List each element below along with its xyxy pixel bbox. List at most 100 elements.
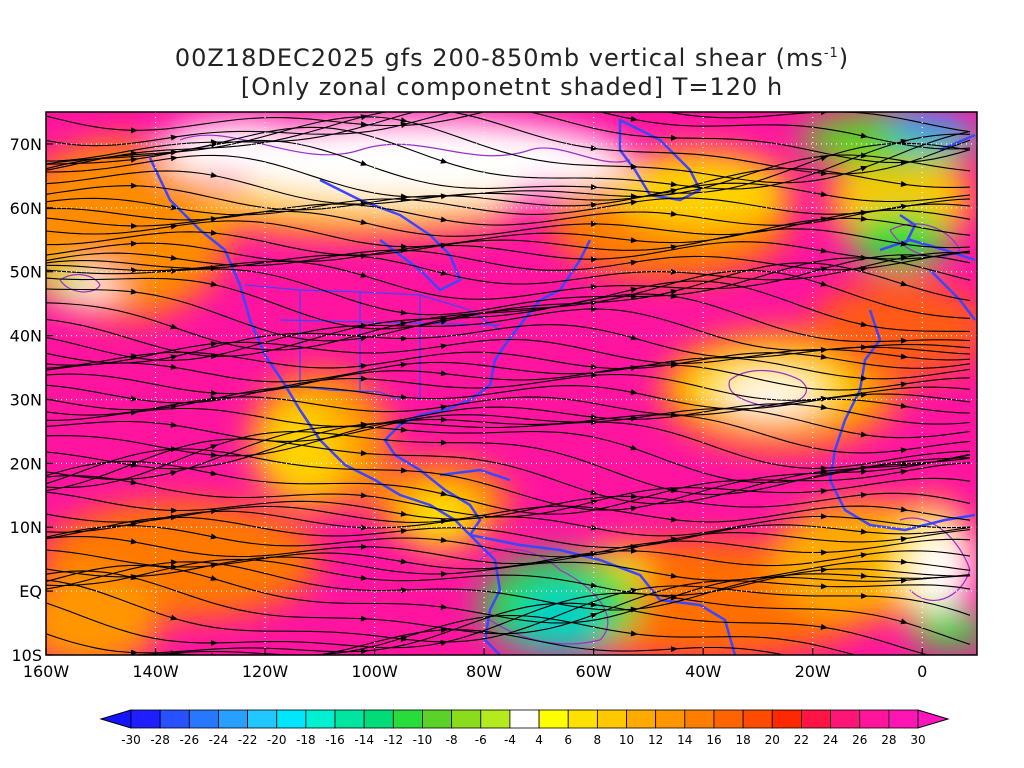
streamline-arrowhead [590, 184, 598, 190]
streamline-arrowhead [400, 335, 408, 342]
streamline-arrowhead [820, 513, 828, 520]
streamline [46, 112, 971, 164]
streamline-arrowhead [670, 134, 678, 141]
streamline [46, 448, 971, 511]
colorbar-swatch [392, 709, 423, 729]
colorbar-swatch [247, 709, 278, 729]
streamline-arrowhead [860, 491, 868, 498]
streamline [46, 425, 971, 484]
streamline [46, 269, 971, 342]
streamline [46, 525, 971, 558]
streamline-arrowhead [900, 181, 908, 187]
lat-tick-label: 30N [10, 390, 42, 409]
streamline-arrowhead [820, 266, 828, 273]
streamline-arrowhead [820, 191, 828, 198]
streamline-arrowhead [860, 254, 868, 261]
streamline-arrowhead [440, 571, 448, 578]
colorbar-label: -26 [179, 733, 199, 747]
streamline-arrowhead [440, 537, 448, 544]
streamline-arrowhead [130, 156, 138, 163]
streamline-arrowhead [360, 574, 368, 581]
streamline-arrowhead [900, 506, 908, 513]
streamline-arrowhead [400, 247, 408, 254]
streamline-arrowhead [130, 127, 138, 134]
streamline-arrowhead [900, 577, 908, 584]
streamline-arrowhead [670, 181, 678, 188]
streamline-arrowhead [860, 552, 868, 559]
streamline-arrowhead [440, 518, 448, 525]
colorbar-label: -20 [267, 733, 287, 747]
streamline-arrowhead [630, 286, 638, 293]
colorbar-label: 24 [823, 733, 838, 747]
streamline [46, 116, 971, 184]
title-superscript: -1 [823, 46, 839, 61]
streamline-arrowhead [900, 203, 908, 210]
colorbar-label: -30 [121, 733, 141, 747]
streamline [46, 338, 971, 366]
streamline-arrowhead [170, 514, 178, 521]
streamline [46, 403, 971, 427]
colorbar-high-arrow [917, 709, 950, 729]
streamline-arrowhead [130, 353, 138, 360]
streamline-arrowhead [440, 416, 448, 423]
streamline-arrowhead [400, 309, 408, 316]
streamline-arrowhead [900, 280, 908, 287]
lon-tick-label: 40W [685, 662, 721, 681]
colorbar-label: -10 [413, 733, 433, 747]
streamline-arrowhead [170, 223, 178, 230]
streamline-arrowhead [630, 334, 638, 341]
streamline-arrowhead [170, 134, 178, 141]
streamline-arrowhead [360, 322, 368, 329]
streamline-arrowhead [900, 402, 908, 409]
streamline [46, 431, 971, 495]
colorbar-swatch [305, 709, 336, 729]
colorbar-label: 20 [765, 733, 780, 747]
streamline [46, 241, 971, 262]
streamline-arrowhead [440, 157, 448, 164]
streamline [46, 556, 971, 581]
streamline-arrowhead [900, 240, 908, 247]
colorbar-swatch [509, 709, 540, 729]
streamline-arrowhead [820, 549, 828, 556]
streamline-arrowhead [820, 566, 828, 573]
streamline [46, 602, 931, 655]
streamline-arrowhead [670, 361, 678, 368]
streamline [46, 249, 971, 271]
streamline-arrowhead [820, 623, 828, 630]
streamline-arrowhead [210, 281, 218, 287]
chart-title-line-1: 00Z18DEC2025 gfs 200-850mb vertical shea… [0, 44, 1024, 72]
streamline-arrowhead [130, 222, 138, 229]
streamline [46, 228, 971, 256]
streamline-arrowhead [900, 447, 908, 454]
streamline-arrowhead [820, 247, 828, 254]
streamline-arrowhead [820, 280, 828, 287]
streamline-arrowhead [170, 354, 178, 361]
streamline-arrowhead [590, 300, 598, 306]
streamline [46, 262, 971, 330]
colorbar-swatch [596, 709, 627, 729]
streamline-arrowhead [360, 615, 368, 622]
lon-tick-label: 120W [242, 662, 289, 681]
colorbar-swatch [451, 709, 482, 729]
lon-tick-label: 20W [795, 662, 831, 681]
streamline-arrowhead [400, 320, 408, 327]
colorbar-swatch [567, 709, 598, 729]
streamline-arrowhead [400, 361, 408, 368]
streamline-arrowhead [670, 594, 678, 601]
streamline [46, 112, 971, 150]
streamline-arrowhead [900, 536, 908, 543]
colorbar-swatch [830, 709, 861, 729]
streamline-arrowhead [820, 488, 828, 495]
streamline-arrowhead [210, 340, 218, 347]
streamline-arrowhead [130, 538, 138, 545]
streamline [46, 182, 971, 211]
streamline-arrowhead [360, 121, 368, 128]
colorbar-swatch [684, 709, 715, 729]
colorbar-swatch [130, 709, 161, 729]
colorbar-swatch [801, 709, 831, 729]
streamline-arrowhead [170, 204, 178, 211]
streamline-arrowhead [630, 259, 638, 266]
streamline-arrowhead [860, 431, 868, 438]
map-frame [45, 111, 978, 656]
streamline-arrowhead [670, 572, 678, 579]
